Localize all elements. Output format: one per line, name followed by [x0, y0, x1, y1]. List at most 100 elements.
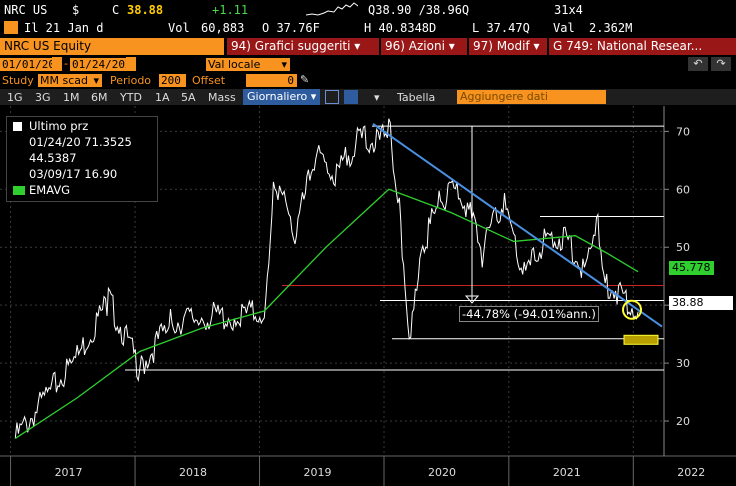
drawdown-marker [464, 295, 480, 304]
frequency-select[interactable]: Giornaliero ▾ [243, 89, 321, 105]
range-3d[interactable]: 3G [35, 91, 51, 104]
annotation-layer [372, 123, 663, 345]
start-date-field[interactable]: 01/01/2017 [0, 58, 69, 71]
x-tick-label: 2021 [553, 466, 581, 479]
dropdown-icon: ▾ [448, 39, 455, 53]
drawdown-annotation: -44.78% (-94.01%ann.) [459, 306, 599, 322]
dropdown-icon: ▾ [354, 39, 361, 53]
period-label: Periodo [110, 74, 152, 87]
study-select-value: MM scad [40, 74, 88, 87]
y-tick-label: 60 [676, 183, 690, 196]
low-price: L 37.47Q [472, 21, 530, 35]
last-price-label: 38.88 [669, 296, 733, 310]
x-axis: 2017 2018 2019 2020 2021 2022 [0, 455, 736, 486]
x-tick-label: 2020 [428, 466, 456, 479]
highlight-box [623, 334, 659, 345]
line-chart-icon[interactable] [344, 90, 358, 104]
reference-lines [125, 125, 664, 371]
menu-label: Azioni [408, 39, 445, 53]
pencil-icon[interactable]: ✎ [300, 73, 310, 86]
news-icon[interactable] [4, 21, 18, 34]
sparkline-icon [306, 2, 358, 16]
range-ytd[interactable]: YTD [120, 91, 142, 104]
legend-low: 03/09/17 16.90 [29, 167, 118, 181]
range-6m[interactable]: 6M [91, 91, 108, 104]
study-select[interactable]: MM scad ▾ [38, 74, 102, 87]
table-button[interactable]: Tabella [397, 91, 436, 104]
quote-date: Il 21 Jan d [24, 21, 104, 35]
y-tick-label: 50 [676, 241, 690, 254]
high-price: H 40.8348D [364, 21, 437, 35]
date-separator: - [64, 57, 68, 70]
menu-label: Grafici suggeriti [254, 39, 351, 53]
range-bar: 1G 3G 1M 6M YTD 1A 5A Mass Giornaliero ▾… [0, 89, 736, 105]
calendar-icon[interactable] [126, 57, 136, 71]
volume-label: Vol [168, 21, 190, 35]
x-tick-label: 2018 [179, 466, 207, 479]
last-price: 38.88 [127, 3, 164, 17]
date-bar: 01/01/2017 - 01/24/2022 Val locale ▾ ↶ ↷ [0, 57, 736, 72]
ema-swatch [13, 186, 25, 195]
currency-select-value: Val locale [208, 58, 261, 71]
offset-label: Offset [192, 74, 226, 87]
range-max[interactable]: Mass [208, 91, 236, 104]
chart-title[interactable]: G 749: National Resear... [549, 38, 736, 55]
menu-label: Modif [496, 39, 530, 53]
undo-icon[interactable]: ↶ [688, 57, 708, 71]
quote-bar: NRC US $ C 38.88 +1.11 Q38.90 /38.96Q 31… [0, 0, 736, 19]
security-field[interactable]: NRC US Equity [0, 38, 224, 55]
range-1d[interactable]: 1G [7, 91, 23, 104]
x-tick-label: 2019 [304, 466, 332, 479]
add-data-field[interactable]: Aggiungere dati [457, 90, 606, 104]
ticker[interactable]: NRC US [4, 3, 48, 17]
price-swatch [13, 122, 22, 131]
dropdown-icon: ▾ [93, 74, 99, 87]
legend-price-label: Ultimo prz [29, 119, 89, 133]
last-prefix: C [112, 3, 120, 17]
currency-select[interactable]: Val locale ▾ [206, 58, 290, 71]
study-bar: Study MM scad ▾ Periodo 200 Offset 0 ✎ [0, 73, 736, 88]
value-traded: 2.362M [589, 21, 633, 35]
val-label: Val [553, 21, 575, 35]
frequency-value: Giornaliero [247, 90, 308, 103]
x-tick-label: 2022 [677, 466, 705, 479]
y-axis: 203040506070 [663, 106, 690, 456]
y-tick-label: 20 [676, 415, 690, 428]
range-5y[interactable]: 5A [181, 91, 196, 104]
highlight-circle [622, 299, 642, 320]
chart-legend[interactable]: Ultimo prz 01/24/20 71.3525 44.5387 03/0… [6, 116, 158, 202]
dropdown-icon: ▾ [533, 39, 540, 53]
legend-average: 44.5387 [29, 151, 77, 165]
redo-icon[interactable]: ↷ [711, 57, 731, 71]
trade-size: 31x4 [554, 3, 583, 17]
offset-field[interactable]: 0 [246, 74, 297, 87]
ema-line [14, 188, 639, 439]
ema-price-label: 45.778 [669, 261, 714, 275]
end-date-field[interactable]: 01/24/2022 [70, 58, 139, 71]
suggested-charts-menu[interactable]: 94) Grafici suggeriti ▾ [227, 38, 379, 55]
study-label: Study [2, 74, 34, 87]
menu-number: 97) [473, 39, 493, 53]
calendar-icon[interactable] [52, 57, 62, 71]
security-bar: NRC US Equity 94) Grafici suggeriti ▾ 96… [0, 38, 736, 56]
chart-type-icon[interactable] [325, 90, 339, 104]
price-line [14, 118, 639, 439]
currency: $ [72, 3, 80, 17]
menu-number: 96) [385, 39, 405, 53]
volume: 60,883 [201, 21, 245, 35]
y-tick-label: 30 [676, 357, 690, 370]
open-price: O 37.76F [262, 21, 320, 35]
range-1y[interactable]: 1A [155, 91, 170, 104]
series-layer [14, 118, 639, 439]
y-tick-label: 70 [676, 125, 690, 138]
legend-ema-label: EMAVG [29, 183, 71, 197]
edit-menu[interactable]: 97) Modif ▾ [469, 38, 547, 55]
legend-high: 01/24/20 71.3525 [29, 135, 132, 149]
period-field[interactable]: 200 [159, 74, 186, 87]
range-1m[interactable]: 1M [63, 91, 80, 104]
menu-number: 94) [231, 39, 251, 53]
actions-menu[interactable]: 96) Azioni ▾ [381, 38, 467, 55]
dropdown-icon[interactable]: ▾ [374, 91, 380, 104]
x-tick-label: 2017 [55, 466, 83, 479]
